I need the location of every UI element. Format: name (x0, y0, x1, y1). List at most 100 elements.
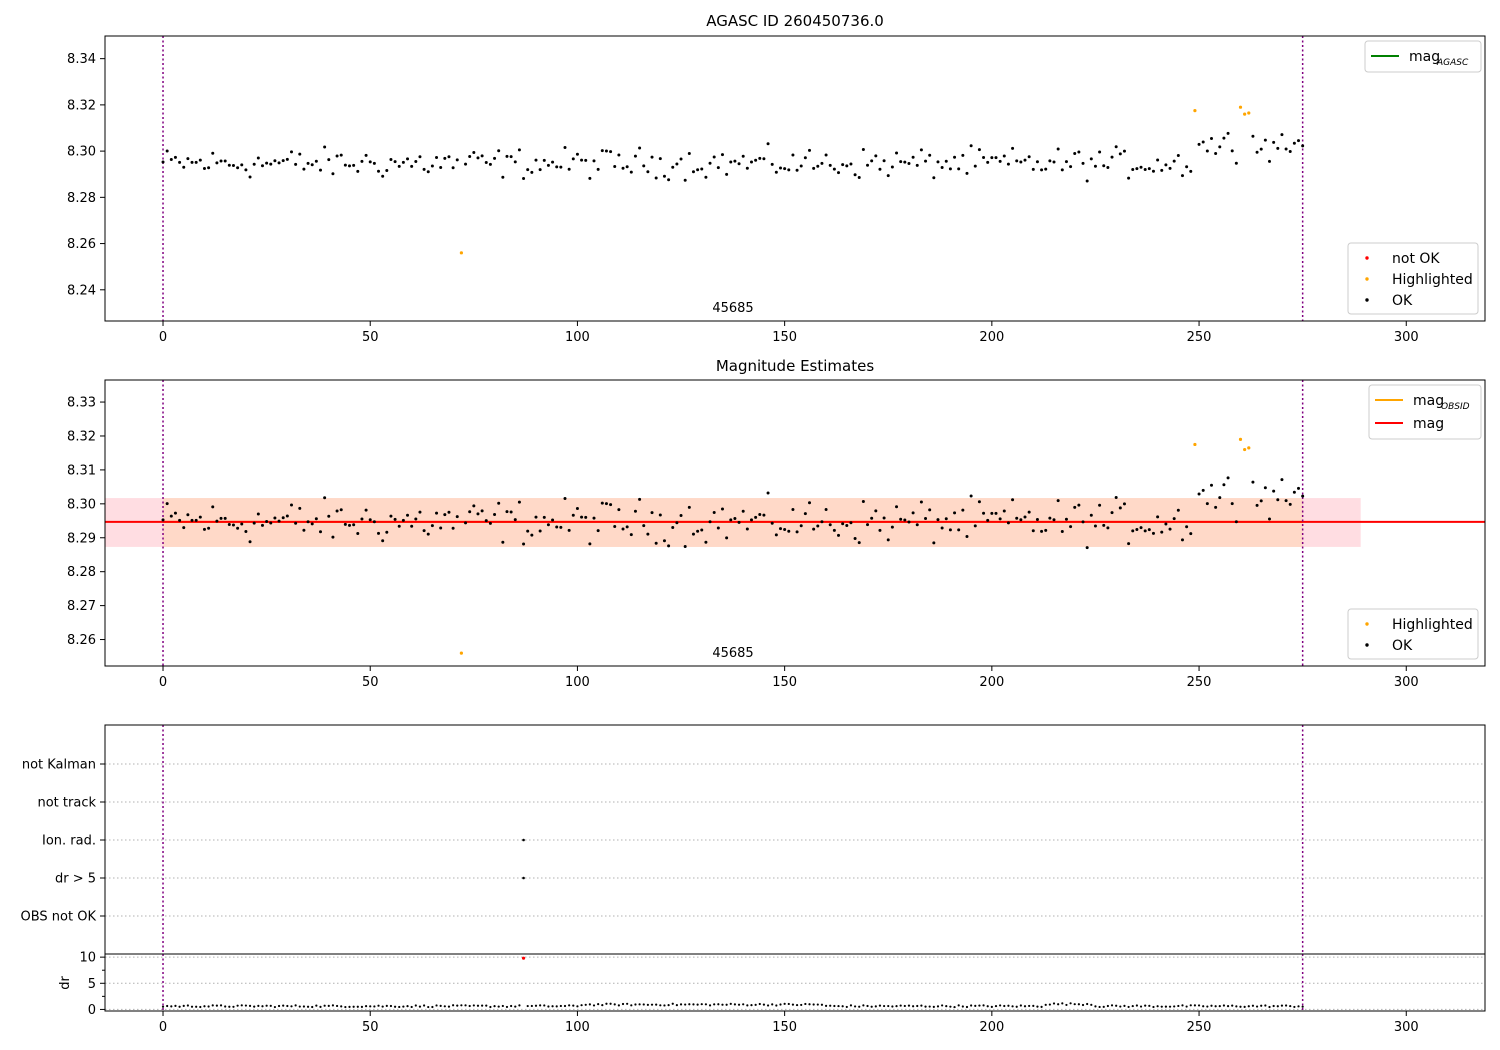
dr-point-62 (418, 1005, 422, 1008)
dr-point-122 (667, 1004, 670, 1007)
dr-point-232 (1123, 1004, 1126, 1007)
estimates-ok-point-194 (965, 535, 969, 539)
agasc-ok-point-136 (725, 172, 729, 176)
dr-point-22 (253, 1005, 256, 1008)
estimates-ok-point-9 (198, 515, 202, 519)
agasc-ok-point-222 (1081, 161, 1085, 165)
estimates-ok-point-222 (1081, 520, 1085, 524)
agasc-ok-point-141 (745, 166, 749, 170)
estimates-ok-point-188 (940, 526, 944, 530)
agasc-ok-point-32 (294, 162, 298, 166)
dr-point-104 (592, 1004, 596, 1007)
estimates-ok-point-200 (990, 511, 994, 515)
estimates-ok-point-68 (443, 513, 447, 517)
estimates-ok-point-34 (302, 528, 306, 532)
dr-point-163 (837, 1004, 840, 1008)
estimates-ok-point-104 (592, 516, 596, 520)
dr-point-259 (1235, 1005, 1238, 1008)
estimates-ok-point-205 (1011, 498, 1015, 502)
dr-point-116 (642, 1003, 645, 1006)
agasc-ok-point-111 (621, 166, 625, 170)
agasc-ok-point-171 (870, 159, 874, 163)
estimates-ok-point-182 (915, 523, 919, 527)
dr-point-105 (597, 1003, 600, 1006)
estimates-xtick-label-0: 0 (159, 675, 167, 690)
agasc-ok-point-219 (1069, 165, 1073, 169)
dr-point-17 (232, 1005, 235, 1008)
agasc-xtick-label-0: 0 (159, 330, 167, 345)
estimates-ok-point-0 (161, 518, 165, 522)
estimates-ok-point-202 (998, 517, 1002, 521)
agasc-ok-point-13 (215, 161, 219, 165)
dr-point-217 (1061, 1002, 1064, 1005)
estimates-legend-label-1: mag (1413, 416, 1444, 432)
estimates-ok-point-253 (1209, 483, 1213, 487)
dr-point-252 (1206, 1005, 1209, 1008)
agasc-ok-point-245 (1176, 153, 1180, 157)
agasc-ok-point-130 (700, 167, 704, 171)
dr-point-124 (675, 1004, 678, 1007)
estimates-ok-point-170 (866, 523, 870, 527)
estimates-ok-point-132 (708, 520, 712, 524)
dr-point-190 (949, 1005, 952, 1008)
agasc-ok-point-202 (998, 159, 1002, 163)
agasc-ok-point-89 (530, 170, 534, 174)
dr-point-72 (460, 1004, 463, 1007)
agasc-ok-point-52 (377, 169, 381, 173)
dr-point-140 (742, 1003, 745, 1006)
agasc-ok-point-94 (551, 160, 555, 164)
estimates-ok-point-133 (712, 511, 716, 515)
estimates-ok-point-183 (919, 500, 923, 504)
estimates-ok-point-146 (766, 491, 770, 495)
dr-point-239 (1152, 1005, 1155, 1009)
estimates-ok-point-218 (1064, 517, 1068, 521)
estimates-ok-point-26 (269, 521, 273, 525)
estimates-ok-point-224 (1089, 513, 1093, 517)
dr-point-99 (572, 1004, 575, 1007)
agasc-ok-point-56 (393, 160, 397, 164)
dr-point-98 (568, 1004, 571, 1007)
estimates-ok-point-154 (799, 524, 803, 528)
dr-point-158 (816, 1003, 819, 1006)
estimates-ok-point-137 (729, 518, 733, 522)
dr-point-83 (505, 1005, 509, 1009)
agasc-ytick-label-2: 8.28 (67, 191, 96, 206)
estimates-ok-point-128 (691, 532, 695, 536)
estimates-ok-point-213 (1044, 528, 1048, 532)
agasc-ok-point-269 (1276, 146, 1280, 150)
estimates-ok-point-267 (1268, 517, 1272, 521)
agasc-ok-point-35 (306, 161, 310, 165)
estimates-ok-point-62 (418, 510, 422, 514)
estimates-ok-point-31 (289, 503, 293, 507)
estimates-ok-point-92 (542, 515, 546, 519)
dr-point-221 (1077, 1003, 1080, 1006)
agasc-ok-point-53 (381, 174, 385, 178)
agasc-ok-point-91 (538, 168, 542, 172)
dr-point-234 (1131, 1004, 1134, 1008)
estimates-ok-point-5 (182, 526, 186, 530)
agasc-ok-point-107 (604, 149, 608, 153)
dr-point-265 (1260, 1004, 1263, 1007)
agasc-ok-point-223 (1085, 179, 1089, 183)
agasc-ok-point-64 (426, 170, 430, 174)
estimates-ok-point-17 (231, 523, 235, 527)
estimates-ok-point-77 (480, 509, 484, 513)
estimates-ytick-label-5: 8.31 (67, 463, 96, 478)
agasc-ok-point-250 (1197, 142, 1201, 146)
dr-point-84 (510, 1004, 513, 1008)
estimates-highlighted-point-1 (1193, 442, 1197, 447)
estimates-title: Magnitude Estimates (716, 357, 874, 375)
agasc-ok-point-115 (638, 146, 642, 150)
agasc-ok-point-275 (1301, 144, 1305, 148)
estimates-ok-point-275 (1301, 494, 1305, 498)
dr-point-91 (539, 1004, 542, 1007)
estimates-ok-point-126 (683, 545, 687, 549)
agasc-ok-point-90 (534, 158, 538, 162)
dr-point-9 (199, 1005, 202, 1009)
dr-point-15 (224, 1005, 227, 1008)
dr-point-179 (903, 1004, 906, 1008)
agasc-ok-point-109 (613, 165, 617, 169)
dr-xtick-label-2: 100 (565, 1020, 590, 1035)
dr-point-52 (377, 1004, 380, 1007)
